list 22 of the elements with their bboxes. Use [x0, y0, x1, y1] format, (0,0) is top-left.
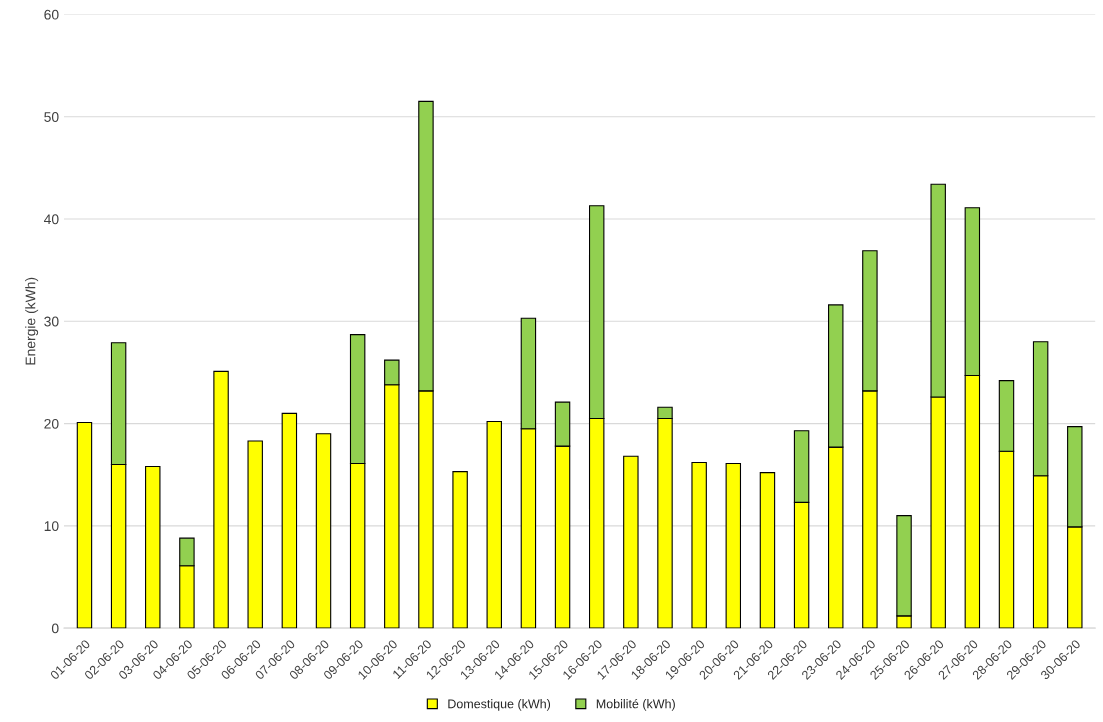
bar: [315, 433, 332, 629]
bar: [145, 465, 161, 629]
bar: [725, 462, 742, 629]
bar: [486, 420, 502, 629]
legend-label: Mobilité (kWh): [596, 698, 675, 711]
y-axis-title: Energie (kWh): [25, 277, 39, 365]
bar: [759, 472, 776, 629]
y-tick-label: 50: [44, 112, 59, 122]
bar: [623, 455, 639, 629]
y-tick-label: 30: [44, 316, 59, 327]
y-tick-label: 10: [44, 521, 59, 532]
bar: [452, 471, 468, 629]
bar: [213, 370, 229, 629]
y-tick-label: 20: [44, 418, 59, 429]
y-tick-label: 40: [43, 214, 59, 225]
bar: [691, 461, 707, 629]
y-tick-label: 60: [44, 9, 59, 20]
bar: [281, 412, 298, 629]
legend-label: Domestique (kWh): [448, 699, 551, 711]
bar: [76, 421, 93, 629]
bar: [247, 440, 263, 629]
y-tick-label: 0: [51, 623, 59, 634]
